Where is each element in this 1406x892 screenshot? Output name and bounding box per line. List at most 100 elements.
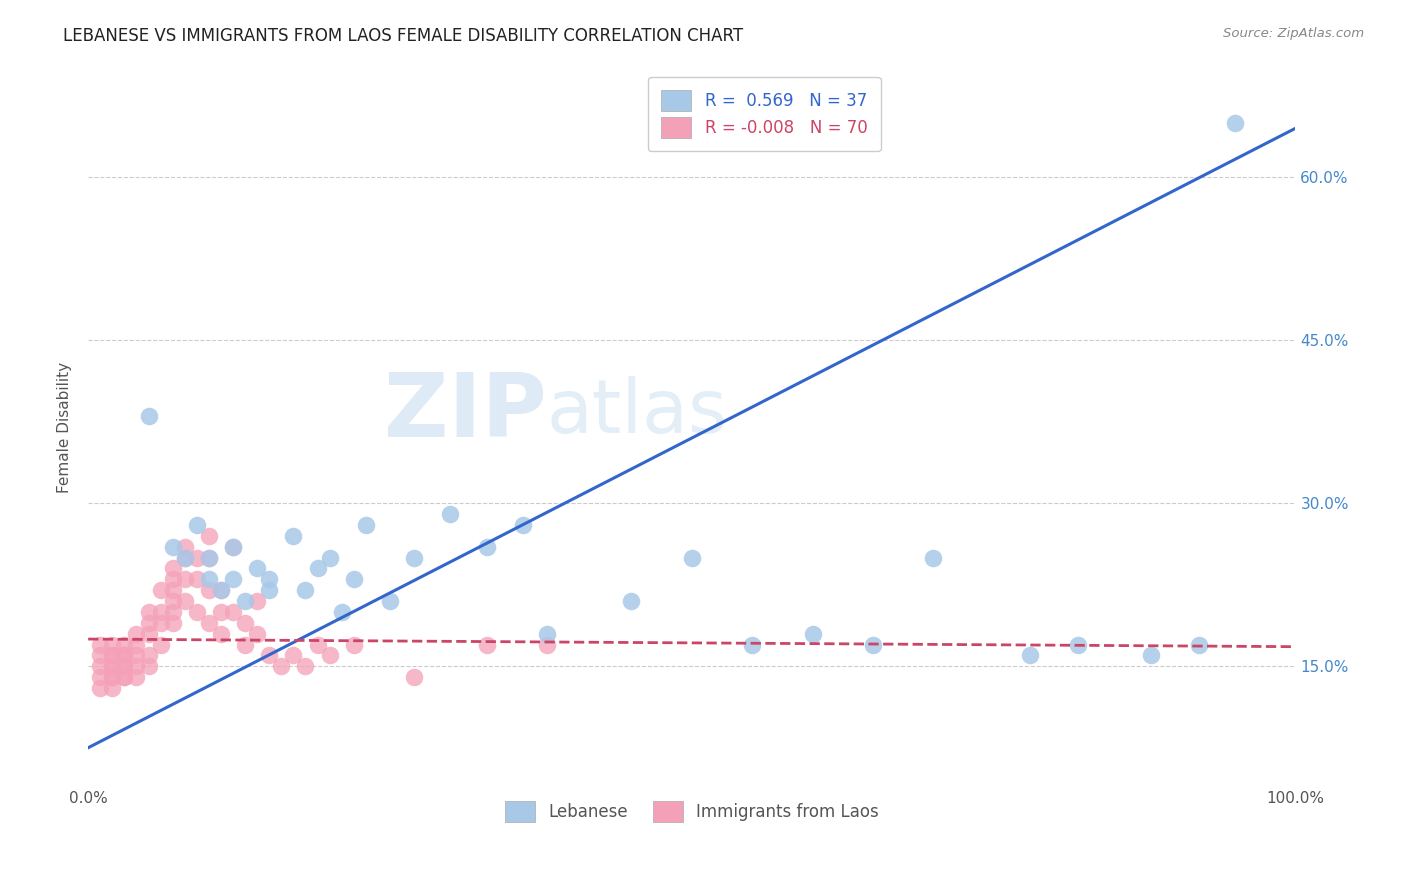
Point bbox=[318, 648, 340, 663]
Point bbox=[162, 540, 184, 554]
Point bbox=[112, 648, 135, 663]
Point bbox=[233, 638, 256, 652]
Point bbox=[112, 670, 135, 684]
Point bbox=[162, 615, 184, 630]
Point bbox=[162, 605, 184, 619]
Point bbox=[186, 518, 208, 533]
Point bbox=[112, 638, 135, 652]
Point bbox=[125, 638, 148, 652]
Point bbox=[343, 572, 366, 586]
Point bbox=[101, 638, 124, 652]
Point bbox=[89, 681, 111, 695]
Point bbox=[173, 550, 195, 565]
Point bbox=[283, 529, 305, 543]
Point bbox=[138, 409, 160, 424]
Point bbox=[138, 605, 160, 619]
Point bbox=[307, 561, 329, 575]
Point bbox=[173, 540, 195, 554]
Point bbox=[89, 638, 111, 652]
Point bbox=[138, 615, 160, 630]
Point bbox=[404, 550, 426, 565]
Point bbox=[439, 507, 461, 521]
Point bbox=[125, 626, 148, 640]
Point bbox=[173, 594, 195, 608]
Point bbox=[318, 550, 340, 565]
Point bbox=[149, 605, 172, 619]
Point bbox=[162, 561, 184, 575]
Point bbox=[186, 550, 208, 565]
Text: atlas: atlas bbox=[547, 376, 728, 450]
Point bbox=[257, 572, 280, 586]
Point bbox=[125, 648, 148, 663]
Point bbox=[198, 550, 221, 565]
Point bbox=[378, 594, 401, 608]
Point bbox=[186, 572, 208, 586]
Point bbox=[257, 648, 280, 663]
Y-axis label: Female Disability: Female Disability bbox=[58, 361, 72, 492]
Point bbox=[536, 638, 558, 652]
Text: Source: ZipAtlas.com: Source: ZipAtlas.com bbox=[1223, 27, 1364, 40]
Point bbox=[330, 605, 353, 619]
Point bbox=[354, 518, 377, 533]
Point bbox=[101, 648, 124, 663]
Point bbox=[209, 583, 232, 598]
Point bbox=[198, 583, 221, 598]
Point bbox=[294, 659, 316, 673]
Point bbox=[89, 648, 111, 663]
Point bbox=[162, 594, 184, 608]
Point bbox=[125, 659, 148, 673]
Point bbox=[209, 626, 232, 640]
Point bbox=[270, 659, 292, 673]
Point bbox=[222, 572, 245, 586]
Point bbox=[101, 648, 124, 663]
Point bbox=[404, 670, 426, 684]
Point bbox=[257, 583, 280, 598]
Point bbox=[198, 550, 221, 565]
Point bbox=[101, 670, 124, 684]
Point bbox=[475, 638, 498, 652]
Point bbox=[233, 615, 256, 630]
Point bbox=[186, 605, 208, 619]
Point bbox=[222, 540, 245, 554]
Point bbox=[209, 583, 232, 598]
Text: ZIP: ZIP bbox=[384, 369, 547, 457]
Point bbox=[862, 638, 884, 652]
Point bbox=[162, 583, 184, 598]
Point bbox=[149, 583, 172, 598]
Point bbox=[101, 681, 124, 695]
Point bbox=[222, 605, 245, 619]
Point bbox=[112, 648, 135, 663]
Point bbox=[101, 670, 124, 684]
Point bbox=[112, 659, 135, 673]
Point bbox=[1188, 638, 1211, 652]
Point bbox=[246, 626, 269, 640]
Point bbox=[162, 572, 184, 586]
Point bbox=[233, 594, 256, 608]
Point bbox=[1139, 648, 1161, 663]
Point bbox=[89, 670, 111, 684]
Point bbox=[475, 540, 498, 554]
Point bbox=[283, 648, 305, 663]
Point bbox=[198, 529, 221, 543]
Point bbox=[173, 550, 195, 565]
Point bbox=[101, 659, 124, 673]
Point bbox=[294, 583, 316, 598]
Point bbox=[307, 638, 329, 652]
Point bbox=[198, 615, 221, 630]
Legend: Lebanese, Immigrants from Laos: Lebanese, Immigrants from Laos bbox=[492, 788, 893, 835]
Text: LEBANESE VS IMMIGRANTS FROM LAOS FEMALE DISABILITY CORRELATION CHART: LEBANESE VS IMMIGRANTS FROM LAOS FEMALE … bbox=[63, 27, 744, 45]
Point bbox=[801, 626, 824, 640]
Point bbox=[173, 572, 195, 586]
Point bbox=[681, 550, 703, 565]
Point bbox=[512, 518, 534, 533]
Point bbox=[209, 605, 232, 619]
Point bbox=[246, 561, 269, 575]
Point bbox=[1223, 116, 1246, 130]
Point bbox=[138, 659, 160, 673]
Point bbox=[198, 572, 221, 586]
Point bbox=[149, 638, 172, 652]
Point bbox=[620, 594, 643, 608]
Point bbox=[138, 648, 160, 663]
Point bbox=[125, 670, 148, 684]
Point bbox=[343, 638, 366, 652]
